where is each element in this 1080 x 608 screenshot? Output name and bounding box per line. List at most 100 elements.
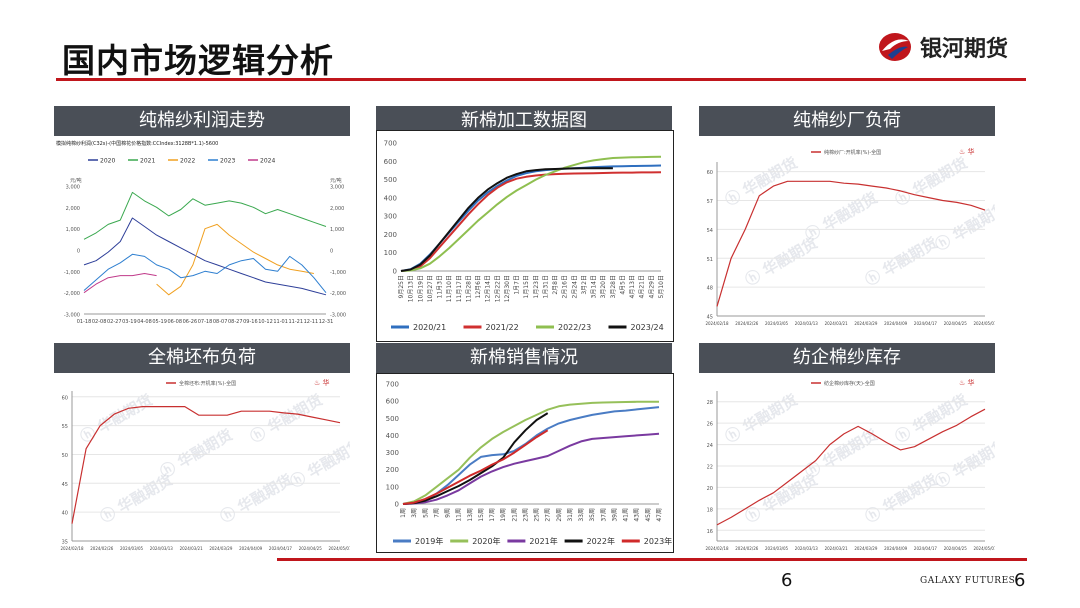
x-tick-label: 2024/03/05 — [765, 321, 789, 326]
legend-label: 2021/22 — [486, 323, 519, 332]
x-tick-label: 12月6日 — [475, 275, 482, 298]
chart-yarn-load: ⓗ 华融期货 ⓗ 华融期货 ⓗ 华融期货 ⓗ 华融期货 ⓗ 华融期货 ⓗ 华融期货 60 57… — [699, 136, 1010, 340]
x-tick-label: 2024/04/09 — [884, 321, 908, 326]
x-tick-label: 2月16日 — [562, 275, 569, 298]
y-tick-label: 45 — [62, 482, 68, 488]
chart-sales-svg: 0 100 200 300 400 500 600 700 1周 3周 5周 7周 9周 11周 13周 15… — [386, 381, 673, 547]
x-tick-label: 07-18 — [198, 319, 213, 325]
series-line-2 — [402, 432, 660, 505]
x-tick-label: 19周 — [500, 508, 507, 522]
y-tick-label: 600 — [386, 398, 399, 406]
series-line-0 — [83, 217, 327, 296]
x-tick-label: 11-01 — [273, 319, 288, 325]
y-tick-label-right: 3,000 — [330, 185, 344, 191]
legend-label: 2023年 — [644, 536, 672, 546]
series-line-1 — [402, 400, 660, 505]
x-tick-label: 2024/02/26 — [735, 321, 759, 326]
x-tick-label: 12-31 — [319, 319, 334, 325]
x-tick-label: 2024/03/29 — [209, 546, 233, 551]
y-tick-label: 35 — [62, 540, 68, 546]
y-tick-label: 60 — [707, 170, 713, 176]
y-tick-label: 50 — [62, 453, 68, 459]
legend-label: 全棉坯布:开机率(%)-全国 — [179, 380, 236, 387]
legend-label: 2022年 — [587, 536, 615, 546]
x-tick-label: 33周 — [578, 508, 585, 522]
watermark-5: ⓗ 华融期货 — [932, 199, 995, 255]
x-tick-label: 3月14日 — [591, 275, 598, 298]
x-tick-label: 04-08 — [137, 319, 152, 325]
x-tick-label: 2024/05/07 — [973, 321, 995, 326]
chart-profit-svg: 3,000 2,000 1,000 0 -1,000 -2,000 -3,000 3,000 2… — [56, 140, 346, 325]
legend-label: 2021年 — [529, 536, 557, 546]
panel-header-fabric-load: 全棉坯布负荷 — [54, 343, 350, 373]
x-tick-label: 37周 — [600, 508, 607, 522]
logo-mark-icon: ♨ 华 — [959, 378, 975, 387]
y-axis-label-right: 元/吨 — [330, 177, 342, 184]
legend-label: 纺企棉纱库存(天)-全国 — [824, 380, 875, 387]
series-line-1 — [400, 171, 662, 272]
y-tick-label: 55 — [62, 424, 68, 430]
x-tick-label: 1月31日 — [542, 275, 549, 298]
watermark-0: ⓗ 华融期货 — [722, 391, 800, 447]
watermark-1: ⓗ 华融期货 — [802, 189, 880, 245]
x-tick-label: 08-27 — [228, 319, 243, 325]
series-line-4 — [83, 273, 157, 294]
watermark-1: ⓗ 华融期货 — [802, 426, 880, 482]
title-divider — [56, 78, 1026, 81]
x-tick-label: 2024/04/25 — [944, 321, 968, 326]
x-tick-label: 08-07 — [213, 319, 228, 325]
y-tick-label: 700 — [386, 381, 399, 389]
x-tick-label: 10月19日 — [417, 275, 424, 302]
x-tick-label: 31周 — [567, 508, 574, 522]
y-tick-label: 51 — [707, 257, 713, 263]
y-tick-label-right: -2,000 — [330, 291, 346, 297]
x-tick-label: 3月20日 — [600, 275, 607, 298]
x-tick-label: 5周 — [422, 508, 429, 518]
watermark-4: ⓗ 华融期货 — [217, 471, 295, 527]
legend-label: 纯棉纱厂:开机率(%)-全国 — [824, 149, 881, 156]
y-tick-label: -3,000 — [64, 313, 80, 319]
page-number-center: 6 — [781, 570, 793, 591]
y-tick-label: 100 — [384, 249, 397, 257]
y-tick-label: 26 — [707, 422, 713, 428]
series-line-2 — [156, 223, 314, 296]
legend-label: 2022/23 — [558, 323, 591, 332]
y-tick-label: 60 — [62, 395, 68, 401]
footer-divider — [277, 558, 1027, 561]
x-tick-label: 11月17日 — [456, 275, 463, 302]
chart-sales: 0 100 200 300 400 500 600 700 1周 3周 5周 7周 9周 11周 13周 15… — [376, 373, 674, 553]
x-tick-label: 2024/05/07 — [328, 546, 350, 551]
x-tick-label: 3月28日 — [610, 275, 617, 298]
series-line-0 — [716, 408, 986, 526]
legend-label: 2019年 — [415, 536, 443, 546]
y-tick-label: 24 — [707, 443, 713, 449]
watermark-2: ⓗ 华融期货 — [247, 391, 325, 447]
y-tick-label: 400 — [384, 194, 397, 202]
y-tick-label: 0 — [393, 268, 397, 276]
x-tick-label: 2024/04/09 — [884, 546, 908, 551]
y-tick-label: 20 — [707, 486, 713, 492]
x-tick-label: 2024/03/21 — [825, 321, 849, 326]
y-tick-label: 1,000 — [66, 227, 80, 233]
x-tick-label: 03-19 — [122, 319, 137, 325]
chart-note: 模拟纯棉纱利润(C32s)-(中国棉花价格指数:CCIndex:3128B*1.… — [56, 140, 218, 147]
x-tick-label: 1月7日 — [514, 275, 521, 295]
x-tick-label: 2024/03/29 — [854, 546, 878, 551]
x-tick-label: 2024/03/13 — [795, 321, 819, 326]
x-tick-label: 1周 — [400, 508, 407, 518]
series-line-3 — [402, 412, 549, 505]
series-line-0 — [716, 180, 986, 307]
x-tick-label: 13周 — [467, 508, 474, 522]
x-tick-label: 09-16 — [243, 319, 258, 325]
footer-brand: GALAXY FUTURES — [920, 576, 1016, 586]
x-tick-label: 2024/03/13 — [150, 546, 174, 551]
panel-header-profit: 纯棉纱利润走势 — [54, 106, 350, 136]
x-tick-label: 2024/03/13 — [795, 546, 819, 551]
series-line-3 — [400, 167, 613, 272]
x-tick-label: 12月22日 — [494, 275, 501, 302]
x-tick-label: 12-11 — [304, 319, 319, 325]
x-tick-label: 11-21 — [288, 319, 303, 325]
company-logo: 银河期货 — [876, 30, 1008, 64]
